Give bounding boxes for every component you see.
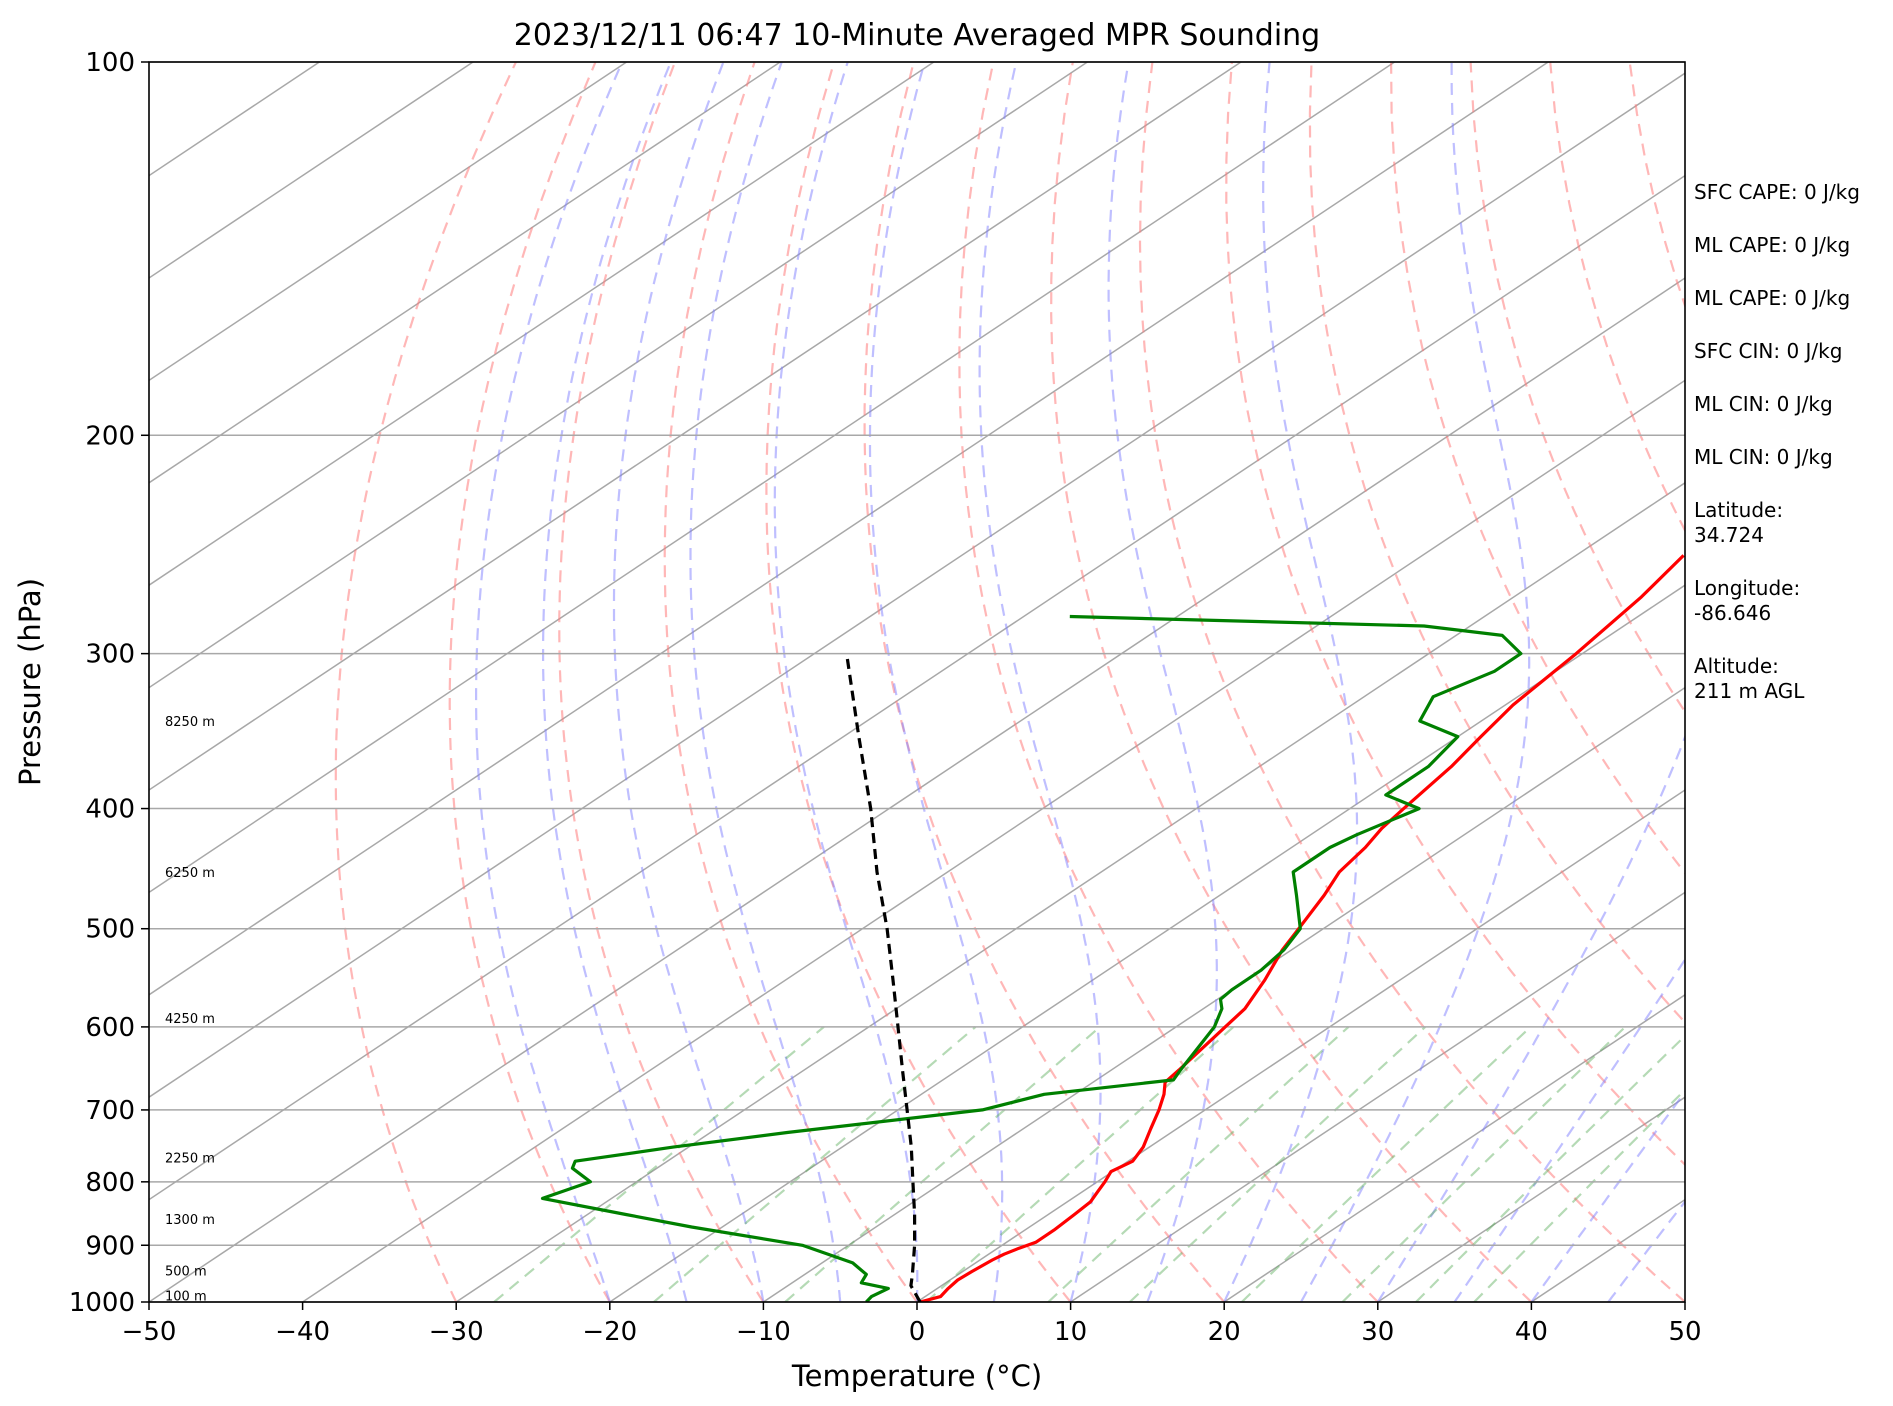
dry-adiabat-line — [1050, 62, 1533, 1302]
mixing-ratio-line — [784, 1026, 1101, 1302]
isotherm-line — [1070, 891, 1685, 1302]
mixing-ratio-line — [1129, 1026, 1426, 1302]
moist-adiabat-line — [1453, 957, 1685, 1302]
x-tick-label: −30 — [429, 1317, 484, 1347]
moist-adiabat-line — [542, 62, 688, 1302]
height-label: 4250 m — [165, 1012, 215, 1027]
moist-adiabat-line — [1223, 62, 1359, 1302]
x-tick-label: −40 — [275, 1317, 330, 1347]
altitude-text: Altitude: 211 m AGL — [1694, 654, 1805, 703]
moist-adiabat-line — [1530, 1090, 1685, 1302]
ml-cape-text: ML CAPE: 0 J/kg — [1694, 233, 1851, 257]
chart-title: 2023/12/11 06:47 10-Minute Averaged MPR … — [514, 18, 1320, 53]
dry-adiabat-line — [1390, 62, 1685, 875]
moist-adiabat-line — [475, 62, 624, 1302]
height-label: 2250 m — [165, 1152, 215, 1167]
data-series — [540, 554, 1685, 1302]
isotherm-line — [149, 62, 628, 382]
moist-adiabat-line — [1107, 62, 1218, 1302]
mixing-ratio-line — [653, 1026, 977, 1302]
dry-adiabat-line — [663, 62, 918, 1302]
isotherm-line — [916, 789, 1685, 1302]
isotherm-line — [149, 62, 1549, 996]
y-tick-label: 800 — [85, 1168, 135, 1198]
y-tick-label: 900 — [85, 1231, 135, 1261]
height-label: 1300 m — [165, 1213, 215, 1228]
height-labels: 100 m 500 m 1300 m 2250 m 4250 m 6250 m 8250 m — [165, 715, 215, 1304]
moist-adiabat-line — [612, 62, 765, 1302]
isotherm-line — [302, 379, 1685, 1302]
y-axis-ticks: 100 200 300 400 500 600 700 800 900 1000 — [69, 48, 149, 1318]
isotherm-line — [149, 174, 1685, 1201]
dry-adiabat-line — [1225, 62, 1685, 1167]
moist-adiabat-line — [868, 62, 1004, 1302]
x-tick-label: 40 — [1515, 1317, 1548, 1347]
dry-adiabat-line — [958, 62, 1379, 1302]
isotherm-line — [455, 481, 1685, 1302]
dewpoint-profile-line — [540, 614, 1523, 1302]
isotherm-line — [149, 62, 1088, 689]
ml-cape-text-2: ML CAPE: 0 J/kg — [1694, 286, 1851, 310]
x-tick-label: −50 — [122, 1317, 177, 1347]
x-tick-label: 0 — [909, 1317, 926, 1347]
y-tick-label: 600 — [85, 1013, 135, 1043]
y-tick-label: 100 — [85, 48, 135, 78]
ml-cin-text: ML CIN: 0 J/kg — [1694, 392, 1833, 416]
y-tick-label: 200 — [85, 421, 135, 451]
moist-adiabat-line — [773, 62, 919, 1302]
longitude-text: Longitude: -86.646 — [1694, 576, 1801, 625]
height-label: 8250 m — [165, 715, 215, 730]
y-tick-label: 500 — [85, 915, 135, 945]
x-axis-label: Temperature (°C) — [791, 1359, 1042, 1393]
dry-adiabat-line — [558, 62, 765, 1302]
x-tick-label: −10 — [736, 1317, 791, 1347]
height-label: 6250 m — [165, 866, 215, 881]
isotherm-line — [149, 62, 935, 587]
dry-adiabat-line — [1138, 62, 1685, 1302]
isotherm-line — [149, 62, 1396, 894]
moist-adiabat-line — [978, 62, 1102, 1302]
y-tick-label: 400 — [85, 795, 135, 825]
parcel-profile-line — [845, 653, 922, 1302]
isotherm-line — [1223, 993, 1685, 1302]
y-tick-label: 300 — [85, 640, 135, 670]
dry-adiabat-line — [334, 62, 517, 1302]
latitude-text: Latitude: 34.724 — [1694, 498, 1784, 547]
sounding-info-panel: SFC CAPE: 0 J/kg ML CAPE: 0 J/kg ML CAPE… — [1694, 180, 1889, 732]
x-tick-label: 50 — [1668, 1317, 1701, 1347]
sfc-cin-text: SFC CIN: 0 J/kg — [1694, 339, 1843, 363]
sfc-cape-text: SFC CAPE: 0 J/kg — [1694, 180, 1860, 204]
dry-adiabat-line — [448, 62, 611, 1302]
mixing-ratio-line — [1047, 1026, 1350, 1302]
moist-adiabat-line — [689, 62, 842, 1302]
y-axis-label: Pressure (hPa) — [13, 578, 47, 786]
x-tick-label: 30 — [1361, 1317, 1394, 1347]
isotherm-line — [149, 62, 781, 484]
moist-adiabat-line — [1607, 1199, 1685, 1302]
moist-adiabat-line — [1376, 734, 1685, 1302]
x-axis-ticks: −50 −40 −30 −20 −10 0 10 20 30 40 50 — [122, 1302, 1702, 1347]
x-tick-label: 20 — [1208, 1317, 1241, 1347]
isotherm-line — [149, 277, 1685, 1302]
x-tick-label: 10 — [1054, 1317, 1087, 1347]
mixing-ratio-line — [1473, 1088, 1685, 1302]
isotherm-line — [149, 62, 320, 177]
dry-adiabat-line — [765, 62, 1072, 1302]
isotherm-line — [149, 72, 1685, 1099]
y-tick-label: 700 — [85, 1096, 135, 1126]
isotherm-line — [149, 62, 1242, 791]
height-label: 500 m — [165, 1264, 207, 1279]
ml-cin-text-2: ML CIN: 0 J/kg — [1694, 445, 1833, 469]
x-tick-label: −20 — [582, 1317, 637, 1347]
temperature-profile-line — [919, 554, 1685, 1302]
mixing-ratio-line — [925, 1026, 1235, 1302]
isotherm-line — [762, 686, 1685, 1302]
y-tick-label: 1000 — [69, 1288, 135, 1318]
isotherm-line — [149, 62, 474, 279]
height-label: 100 m — [165, 1289, 207, 1304]
mixing-ratio-line — [493, 1026, 825, 1302]
background-lines — [149, 62, 1685, 1302]
